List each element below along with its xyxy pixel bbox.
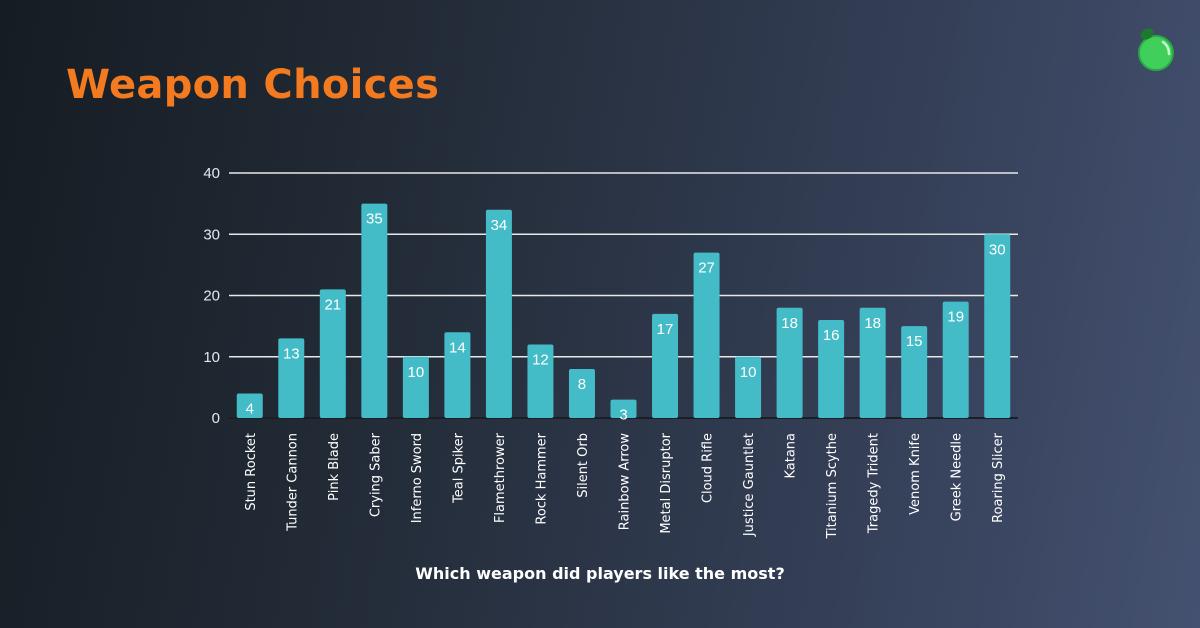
bar [652,313,679,418]
bar [776,307,803,418]
x-tick-label: Cloud Rifle [701,433,716,503]
data-label: 21 [324,296,341,313]
bar [901,326,928,418]
data-label: 10 [740,364,757,381]
bar [984,234,1011,418]
bar [278,338,305,418]
bar [735,356,762,418]
y-tick-label: 20 [203,288,220,305]
bar [236,393,263,418]
data-label: 15 [906,333,923,350]
bar [610,399,637,418]
data-label: 18 [781,315,798,332]
bar [527,344,554,418]
x-tick-label: Roaring Slicer [991,432,1006,523]
data-label: 18 [864,315,881,332]
data-label: 3 [619,407,627,424]
page-title: Weapon Choices [66,62,440,108]
data-label: 35 [366,211,383,228]
data-label: 16 [823,327,840,344]
x-tick-label: Flamethrower [493,432,508,523]
y-tick-label: 0 [212,410,220,427]
bar [444,332,471,418]
data-label: 30 [989,241,1006,258]
x-tick-label: Stun Rocket [244,433,259,511]
x-tick-label: Tragedy Trident [867,433,882,534]
chart-caption: Which weapon did players like the most? [415,564,785,583]
data-label: 27 [698,260,715,277]
y-tick-label: 30 [203,226,220,243]
bar [818,320,845,418]
y-tick-label: 10 [203,349,220,366]
data-label: 8 [578,376,586,393]
data-label: 34 [491,217,508,234]
bar [568,369,595,418]
bar [693,252,720,418]
x-tick-label: Venom Knife [908,433,923,515]
green-potion-flask-icon [1138,28,1174,71]
bar [485,209,512,418]
bar [859,307,886,418]
x-tick-label: Rock Hammer [534,432,549,524]
x-tick-label: Justice Gauntlet [742,433,757,537]
bar [402,356,429,418]
bar [361,203,388,418]
data-label: 17 [657,321,674,338]
data-label: 13 [283,345,300,362]
x-tick-label: Inferno Sword [410,433,425,523]
x-tick-label: Tunder Cannon [285,433,300,532]
x-tick-label: Katana [784,433,799,479]
x-tick-label: Metal Disruptor [659,432,674,533]
x-tick-label: Pink Blade [327,433,342,501]
x-tick-label: Teal Spiker [451,432,466,504]
x-tick-label: Crying Saber [368,432,383,517]
data-label: 14 [449,339,466,356]
data-label: 4 [246,401,254,418]
x-tick-label: Rainbow Arrow [618,433,633,531]
data-label: 10 [408,364,425,381]
bar [319,289,346,418]
y-tick-label: 40 [203,165,220,182]
x-tick-label: Silent Orb [576,433,591,498]
data-label: 19 [947,309,964,326]
x-tick-label: Titanium Scythe [825,433,840,540]
x-tick-label: Greek Needle [950,433,965,521]
bar [942,301,969,418]
data-label: 12 [532,352,549,369]
